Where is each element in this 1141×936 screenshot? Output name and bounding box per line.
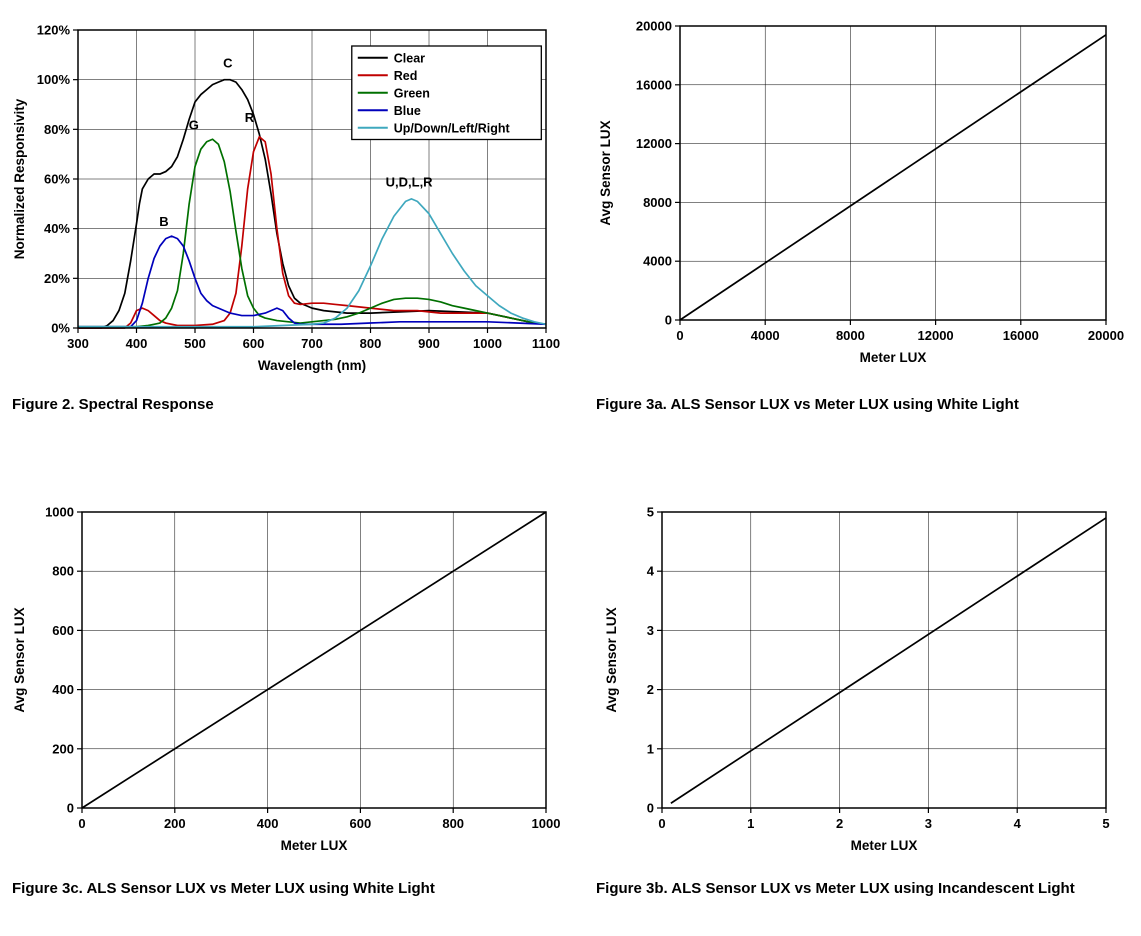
svg-text:80%: 80% xyxy=(44,122,70,137)
fig3c-figure: 0 200 400 600 800 1000 0 200 400 600 800 1000 Meter … xyxy=(8,498,560,871)
svg-text:600: 600 xyxy=(350,816,372,831)
svg-text:Meter LUX: Meter LUX xyxy=(851,838,918,853)
spectral-response-figure: 300 400 500 600 700 800 900 1000 1100 0% 20% 40% 60%… xyxy=(8,14,560,391)
svg-text:1100: 1100 xyxy=(532,336,560,351)
svg-text:Avg Sensor LUX: Avg Sensor LUX xyxy=(12,607,27,712)
svg-text:1000: 1000 xyxy=(45,505,74,520)
svg-text:U,D,L,R: U,D,L,R xyxy=(386,174,434,189)
svg-text:B: B xyxy=(159,214,168,229)
svg-text:400: 400 xyxy=(52,682,74,697)
svg-text:Green: Green xyxy=(394,86,430,100)
svg-text:8000: 8000 xyxy=(836,328,865,343)
svg-text:Up/Down/Left/Right: Up/Down/Left/Right xyxy=(394,121,511,135)
svg-text:Avg Sensor LUX: Avg Sensor LUX xyxy=(604,607,619,712)
svg-text:Blue: Blue xyxy=(394,104,421,118)
svg-text:0: 0 xyxy=(67,801,74,816)
svg-text:16000: 16000 xyxy=(636,77,672,92)
svg-text:12000: 12000 xyxy=(636,136,672,151)
svg-text:20000: 20000 xyxy=(636,19,672,34)
svg-text:1: 1 xyxy=(647,741,654,756)
svg-text:900: 900 xyxy=(418,336,440,351)
svg-text:800: 800 xyxy=(360,336,382,351)
svg-text:C: C xyxy=(223,55,233,70)
svg-text:200: 200 xyxy=(52,741,74,756)
svg-text:1000: 1000 xyxy=(532,816,560,831)
svg-text:100%: 100% xyxy=(37,72,71,87)
svg-text:Meter LUX: Meter LUX xyxy=(860,350,927,365)
svg-text:600: 600 xyxy=(243,336,265,351)
svg-text:1: 1 xyxy=(747,816,754,831)
svg-text:5: 5 xyxy=(1102,816,1109,831)
figure-3a-caption: Figure 3a. ALS Sensor LUX vs Meter LUX u… xyxy=(596,396,1019,413)
svg-text:Meter LUX: Meter LUX xyxy=(281,838,348,853)
svg-text:1000: 1000 xyxy=(473,336,502,351)
svg-text:Normalized Responsivity: Normalized Responsivity xyxy=(12,98,27,259)
svg-text:16000: 16000 xyxy=(1003,328,1039,343)
fig3a-figure: 0 4000 8000 12000 16000 20000 0 4000 8000 12000 16… xyxy=(594,12,1134,383)
svg-text:2: 2 xyxy=(836,816,843,831)
svg-text:0%: 0% xyxy=(51,321,70,336)
svg-text:200: 200 xyxy=(164,816,186,831)
svg-text:20%: 20% xyxy=(44,271,70,286)
svg-text:R: R xyxy=(245,110,255,125)
svg-text:40%: 40% xyxy=(44,221,70,236)
svg-text:Clear: Clear xyxy=(394,51,425,65)
svg-text:2: 2 xyxy=(647,682,654,697)
svg-text:4: 4 xyxy=(1014,816,1022,831)
svg-text:3: 3 xyxy=(925,816,932,831)
figure-2-caption: Figure 2. Spectral Response xyxy=(12,396,214,413)
svg-text:800: 800 xyxy=(52,564,74,579)
als-vs-meter-lux-incandescent-chart: 0 1 2 3 4 5 0 1 2 3 4 5 Meter LUX Avg Sensor LUX xyxy=(604,505,1110,854)
svg-text:400: 400 xyxy=(126,336,148,351)
svg-text:0: 0 xyxy=(78,816,85,831)
als-vs-meter-lux-white-light-low-range-chart: 0 200 400 600 800 1000 0 200 400 600 800 1000 Meter … xyxy=(12,505,560,854)
svg-text:800: 800 xyxy=(442,816,464,831)
spectral-response-chart: 300 400 500 600 700 800 900 1000 1100 0% 20% 40% 60%… xyxy=(12,23,560,374)
svg-text:120%: 120% xyxy=(37,23,71,38)
svg-text:4: 4 xyxy=(647,564,655,579)
svg-text:Avg Sensor LUX: Avg Sensor LUX xyxy=(598,120,613,225)
figure-3b-caption: Figure 3b. ALS Sensor LUX vs Meter LUX u… xyxy=(596,880,1075,897)
svg-text:0: 0 xyxy=(658,816,665,831)
svg-text:8000: 8000 xyxy=(643,195,672,210)
svg-text:Wavelength (nm): Wavelength (nm) xyxy=(258,358,366,373)
svg-text:300: 300 xyxy=(67,336,89,351)
svg-text:600: 600 xyxy=(52,623,74,638)
svg-text:3: 3 xyxy=(647,623,654,638)
svg-text:4000: 4000 xyxy=(751,328,780,343)
svg-text:400: 400 xyxy=(257,816,279,831)
svg-text:12000: 12000 xyxy=(918,328,954,343)
figure-3c-caption: Figure 3c. ALS Sensor LUX vs Meter LUX u… xyxy=(12,880,435,897)
svg-text:500: 500 xyxy=(184,336,206,351)
svg-text:0: 0 xyxy=(676,328,683,343)
svg-text:0: 0 xyxy=(647,801,654,816)
svg-text:4000: 4000 xyxy=(643,254,672,269)
svg-text:Red: Red xyxy=(394,69,418,83)
svg-text:5: 5 xyxy=(647,505,654,520)
svg-text:60%: 60% xyxy=(44,172,70,187)
svg-text:G: G xyxy=(189,117,199,132)
svg-text:20000: 20000 xyxy=(1088,328,1124,343)
als-vs-meter-lux-white-light-chart: 0 4000 8000 12000 16000 20000 0 4000 8000 12000 16… xyxy=(598,19,1124,366)
fig3b-figure: 0 1 2 3 4 5 0 1 2 3 4 5 Meter LUX Avg Sensor LUX xyxy=(600,498,1122,871)
svg-text:0: 0 xyxy=(665,313,672,328)
svg-text:700: 700 xyxy=(301,336,323,351)
